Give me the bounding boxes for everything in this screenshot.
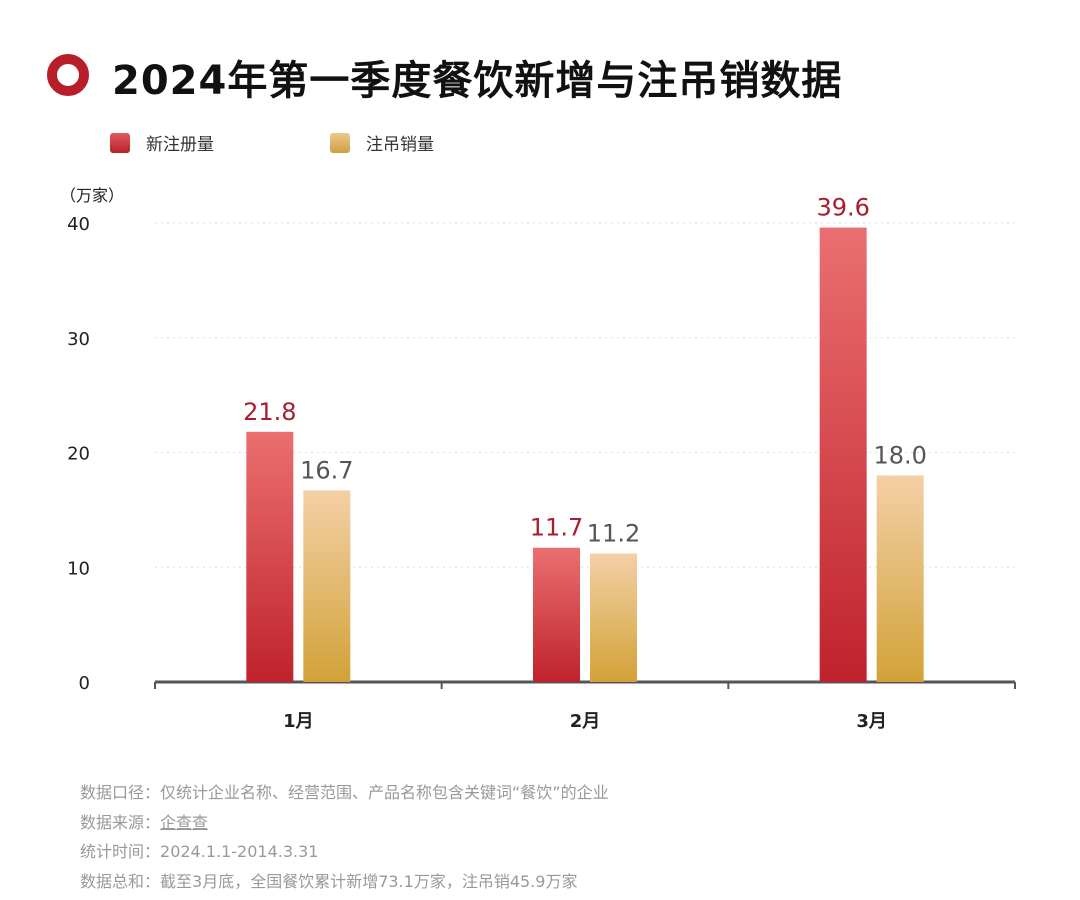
data-label: 16.7 [300,456,353,484]
legend-swatch-cancel [330,132,350,153]
note-label: 统计时间： [80,842,161,861]
data-label: 18.0 [873,441,926,469]
data-label: 11.7 [530,514,583,542]
data-label: 39.6 [816,194,869,222]
note-source-link[interactable]: 企查查 [160,812,209,832]
bar-cancel [876,475,924,682]
y-axis-unit: （万家） [60,186,125,205]
note-scope: 数据口径：仅统计企业名称、经营范围、产品名称包含关键词“餐饮”的企业 [80,778,609,808]
legend-label-cancel: 注吊销量 [366,135,434,155]
bar-new [246,431,294,682]
bar-cancel [303,490,351,682]
note-total: 数据总和：截至3月底，全国餐饮累计新增73.1万家，注吊销45.9万家 [80,867,609,897]
legend-item-cancel: 注吊销量 [330,130,434,155]
note-period: 统计时间：2024.1.1-2014.3.31 [80,837,609,867]
chart-title: 2024年第一季度餐饮新增与注吊销数据 [112,58,843,104]
note-text: 2024.1.1-2014.3.31 [160,842,319,861]
note-label: 数据总和： [80,871,161,891]
data-label: 21.8 [243,398,296,426]
x-tick-label: 3月 [856,711,887,732]
y-tick-label: 30 [67,329,90,350]
data-label: 11.2 [587,519,640,547]
bar-new [533,547,580,682]
legend-item-new: 新注册量 [110,130,214,155]
note-text: 仅统计企业名称、经营范围、产品名称包含关键词“餐饮”的企业 [160,783,609,802]
legend-swatch-new [110,132,130,153]
footnotes: 数据口径：仅统计企业名称、经营范围、产品名称包含关键词“餐饮”的企业 数据来源：… [80,778,609,896]
x-tick-label: 1月 [283,711,314,732]
note-label: 数据来源： [80,812,161,832]
y-tick-label: 20 [67,444,90,465]
note-text: 截至3月底，全国餐饮累计新增73.1万家，注吊销45.9万家 [160,871,578,891]
y-tick-label: 10 [67,558,90,579]
legend-label-new: 新注册量 [146,135,214,155]
note-label: 数据口径： [80,783,161,802]
y-tick-label: 40 [67,214,90,235]
note-source: 数据来源：企查查 [80,808,609,838]
x-tick-label: 2月 [570,711,601,732]
ring-icon [47,54,89,96]
bar-new [819,227,867,682]
y-tick-label: 0 [79,673,90,694]
bar-cancel [590,553,637,682]
